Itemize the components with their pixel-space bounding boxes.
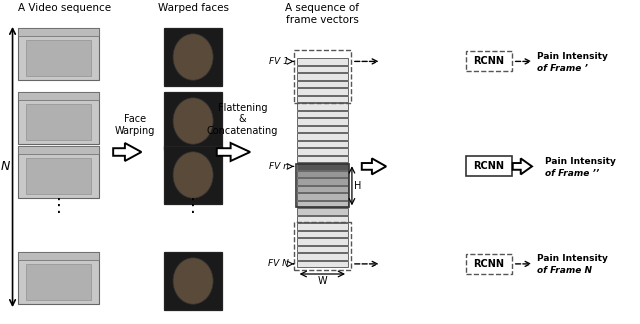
- FancyArrow shape: [217, 143, 250, 161]
- Text: A Video sequence: A Video sequence: [19, 3, 111, 13]
- Bar: [19, 28, 99, 80]
- Bar: [26, 264, 92, 300]
- Bar: [297, 201, 348, 207]
- Text: FV N: FV N: [268, 260, 289, 268]
- Bar: [19, 252, 99, 260]
- Bar: [19, 146, 99, 198]
- Bar: [297, 118, 348, 124]
- Text: ⋮: ⋮: [50, 197, 68, 215]
- Bar: [297, 73, 348, 79]
- Bar: [294, 222, 351, 270]
- Text: Face
Warping: Face Warping: [115, 114, 155, 136]
- Bar: [19, 92, 99, 100]
- Bar: [19, 28, 99, 36]
- Text: Flattening
&
Concatenating: Flattening & Concatenating: [207, 103, 278, 136]
- Text: H: H: [354, 181, 361, 191]
- Bar: [297, 58, 348, 64]
- Bar: [19, 146, 99, 154]
- Bar: [467, 52, 512, 71]
- Bar: [297, 231, 348, 237]
- Text: RCNN: RCNN: [474, 161, 504, 171]
- Text: Pain Intensity: Pain Intensity: [545, 157, 616, 166]
- Bar: [297, 178, 348, 184]
- Bar: [297, 216, 348, 222]
- Bar: [297, 148, 348, 155]
- Bar: [164, 92, 221, 150]
- Ellipse shape: [173, 258, 213, 304]
- Bar: [26, 40, 92, 76]
- Text: of Frame ’: of Frame ’: [538, 64, 588, 73]
- FancyArrow shape: [513, 158, 532, 174]
- Ellipse shape: [173, 98, 213, 144]
- Text: of Frame N: of Frame N: [538, 266, 593, 275]
- Text: ⋮: ⋮: [184, 197, 202, 215]
- Text: A sequence of
frame vectors: A sequence of frame vectors: [285, 3, 359, 25]
- Bar: [297, 133, 348, 140]
- Bar: [164, 146, 221, 204]
- Bar: [467, 156, 512, 176]
- Bar: [297, 141, 348, 147]
- Bar: [164, 28, 221, 86]
- Text: Warped faces: Warped faces: [157, 3, 228, 13]
- Text: Pain Intensity: Pain Intensity: [538, 254, 608, 263]
- Text: Pain Intensity: Pain Intensity: [538, 52, 608, 61]
- Bar: [26, 158, 92, 194]
- Bar: [296, 164, 349, 207]
- Bar: [19, 252, 99, 304]
- Bar: [297, 81, 348, 87]
- Bar: [297, 253, 348, 260]
- Bar: [26, 104, 92, 140]
- Bar: [297, 171, 348, 177]
- Bar: [297, 88, 348, 95]
- Bar: [164, 252, 221, 310]
- Bar: [297, 246, 348, 252]
- Bar: [297, 126, 348, 132]
- Text: FV n: FV n: [269, 162, 289, 171]
- Bar: [19, 92, 99, 144]
- Bar: [297, 66, 348, 72]
- FancyArrow shape: [362, 158, 386, 174]
- Text: W: W: [317, 276, 327, 286]
- Bar: [297, 261, 348, 267]
- Bar: [297, 193, 348, 200]
- Bar: [297, 208, 348, 214]
- Ellipse shape: [173, 34, 213, 80]
- Text: of Frame ’’: of Frame ’’: [545, 169, 600, 178]
- Text: RCNN: RCNN: [474, 259, 504, 269]
- Bar: [294, 50, 351, 103]
- Text: FV 1: FV 1: [269, 57, 289, 66]
- Bar: [297, 163, 348, 169]
- Text: N: N: [0, 160, 10, 173]
- Bar: [297, 223, 348, 229]
- Text: RCNN: RCNN: [474, 56, 504, 66]
- Bar: [297, 96, 348, 102]
- Bar: [297, 111, 348, 117]
- FancyArrow shape: [113, 143, 141, 161]
- Bar: [297, 186, 348, 192]
- Bar: [297, 238, 348, 245]
- Bar: [297, 103, 348, 110]
- Bar: [297, 156, 348, 162]
- Ellipse shape: [173, 152, 213, 198]
- Bar: [467, 254, 512, 274]
